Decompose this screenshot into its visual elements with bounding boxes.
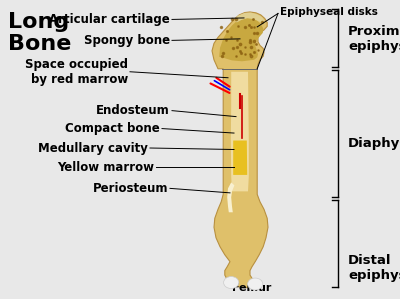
Text: Articular cartilage: Articular cartilage <box>49 13 170 26</box>
Text: Proximal
epiphysis: Proximal epiphysis <box>348 25 400 53</box>
Text: Long
Bone: Long Bone <box>8 12 71 54</box>
Text: Medullary cavity: Medullary cavity <box>38 141 148 155</box>
Polygon shape <box>227 182 234 212</box>
Polygon shape <box>231 72 249 191</box>
Polygon shape <box>212 12 268 288</box>
Text: Endosteum: Endosteum <box>96 104 170 117</box>
Text: Periosteum: Periosteum <box>92 182 168 195</box>
Ellipse shape <box>248 278 263 290</box>
Ellipse shape <box>224 277 239 289</box>
Text: Distal
epiphysis: Distal epiphysis <box>348 254 400 282</box>
Text: Femur: Femur <box>232 283 272 293</box>
Text: Diaphysis: Diaphysis <box>348 137 400 150</box>
Text: Yellow marrow: Yellow marrow <box>57 161 154 174</box>
Polygon shape <box>235 13 265 25</box>
Polygon shape <box>233 141 247 175</box>
Text: Compact bone: Compact bone <box>65 122 160 135</box>
Text: Spongy bone: Spongy bone <box>84 34 170 47</box>
Text: Epiphyseal disks: Epiphyseal disks <box>280 7 378 17</box>
Polygon shape <box>219 17 263 61</box>
Text: Space occupied
by red marrow: Space occupied by red marrow <box>25 58 128 86</box>
